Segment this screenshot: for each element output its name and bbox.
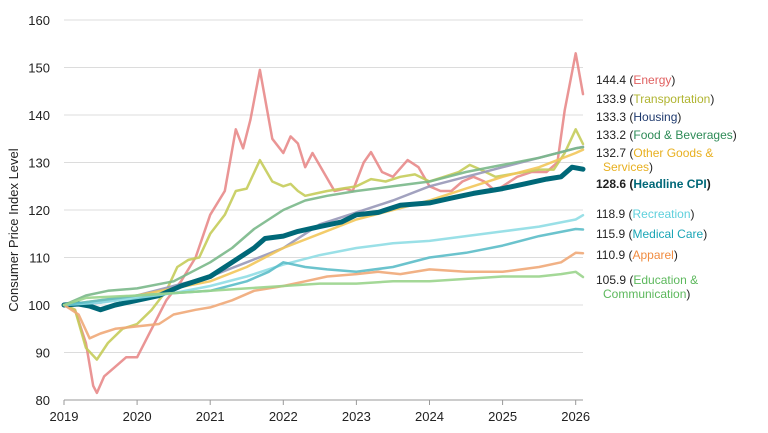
end-label-paren: ( (625, 248, 632, 262)
y-tick-label: 150 (28, 61, 50, 76)
end-label-paren: ( (626, 73, 633, 87)
series-line-education-communication (62, 270, 585, 307)
end-label-paren: ) (677, 110, 681, 124)
end-label-name: Apparel (632, 248, 673, 262)
end-label-paren: ( (626, 92, 633, 106)
series-line-recreation (62, 213, 585, 307)
end-label-paren: ) (703, 227, 707, 241)
end-label-paren: ) (710, 92, 714, 106)
end-label-name: Food & Beverages (633, 128, 732, 142)
end-label-paren: ( (626, 110, 633, 124)
end-label: 133.3 (Housing) (596, 110, 681, 124)
end-label-name: Education & (633, 273, 698, 287)
end-label: 133.2 (Food & Beverages) (596, 128, 737, 142)
end-label-name2: Communication (603, 287, 686, 301)
y-tick-label: 120 (28, 203, 50, 218)
y-axis-ticks: 80 90 100 110 120 130 140 150 160 (28, 13, 50, 408)
end-label-value: 132.7 (596, 146, 626, 160)
y-tick-label: 80 (36, 393, 50, 408)
y-tick-label: 110 (29, 251, 50, 266)
end-label-paren: ( (625, 207, 632, 221)
end-label: 118.9 (Recreation) (596, 207, 695, 221)
end-label-value: 133.3 (596, 110, 626, 124)
end-label-paren: ) (674, 248, 678, 262)
end-label: 133.9 (Transportation) (596, 92, 714, 106)
y-tick-label: 160 (28, 13, 50, 28)
end-label: 132.7 (Other Goods & (596, 146, 713, 160)
series-line-other-goods-services (62, 148, 585, 307)
y-tick-label: 140 (28, 108, 50, 123)
end-label-value: 105.9 (596, 273, 626, 287)
end-label-paren: ) (691, 207, 695, 221)
end-label-paren: ) (686, 287, 690, 301)
end-label-paren: ( (626, 273, 633, 287)
end-label-value: 110.9 (596, 248, 625, 262)
end-label-name2: Services (603, 160, 649, 174)
x-tick-label: 2022 (269, 409, 298, 424)
end-label-line2: Services) (603, 160, 653, 174)
series-line-food-beverages (62, 146, 585, 307)
end-label: 128.6 (Headline CPI) (596, 177, 711, 191)
end-label-name: Other Goods & (633, 146, 713, 160)
x-tick-label: 2020 (123, 409, 152, 424)
series-lines (61, 52, 586, 395)
end-label-value: 133.9 (596, 92, 626, 106)
end-label-name: Housing (633, 110, 677, 124)
end-labels: 144.4 (Energy)133.9 (Transportation)133.… (596, 73, 737, 301)
x-axis-ticks: 2019 2020 2021 2022 2023 2024 2025 2026 (50, 400, 590, 424)
y-axis-label: Consumer Price Index Level (6, 148, 21, 311)
end-label-value: 128.6 (596, 177, 626, 191)
end-label-value: 144.4 (596, 73, 626, 87)
x-tick-label: 2026 (561, 409, 590, 424)
end-label-paren: ( (626, 128, 633, 142)
end-label-paren: ) (649, 160, 653, 174)
x-tick-label: 2021 (196, 409, 225, 424)
series-line-transportation (62, 128, 585, 361)
end-label-value: 133.2 (596, 128, 626, 142)
y-tick-label: 90 (36, 346, 50, 361)
series-line-headline-cpi (61, 164, 586, 313)
end-label-name: Transportation (633, 92, 710, 106)
end-label-paren: ) (671, 73, 675, 87)
end-label: 144.4 (Energy) (596, 73, 675, 87)
end-label: 115.9 (Medical Care) (596, 227, 707, 241)
end-label-paren: ( (626, 177, 633, 191)
end-label-paren: ( (625, 227, 632, 241)
end-label-paren: ( (626, 146, 633, 160)
x-tick-label: 2025 (488, 409, 517, 424)
end-label-value: 115.9 (596, 227, 625, 241)
grid (64, 19, 583, 401)
x-tick-label: 2024 (415, 409, 444, 424)
end-label-value: 118.9 (596, 207, 625, 221)
end-label-paren: ) (733, 128, 737, 142)
end-label-name: Medical Care (632, 227, 703, 241)
end-label-name: Recreation (632, 207, 690, 221)
x-tick-label: 2019 (50, 409, 79, 424)
end-label: 105.9 (Education & (596, 273, 698, 287)
end-label-name: Headline CPI (633, 177, 706, 191)
end-label-line2: Communication) (603, 287, 690, 301)
end-label-name: Energy (633, 73, 671, 87)
y-tick-label: 100 (28, 298, 50, 313)
end-label-paren: ) (707, 177, 711, 191)
end-label: 110.9 (Apparel) (596, 248, 678, 262)
x-tick-label: 2023 (342, 409, 371, 424)
y-tick-label: 130 (28, 156, 50, 171)
